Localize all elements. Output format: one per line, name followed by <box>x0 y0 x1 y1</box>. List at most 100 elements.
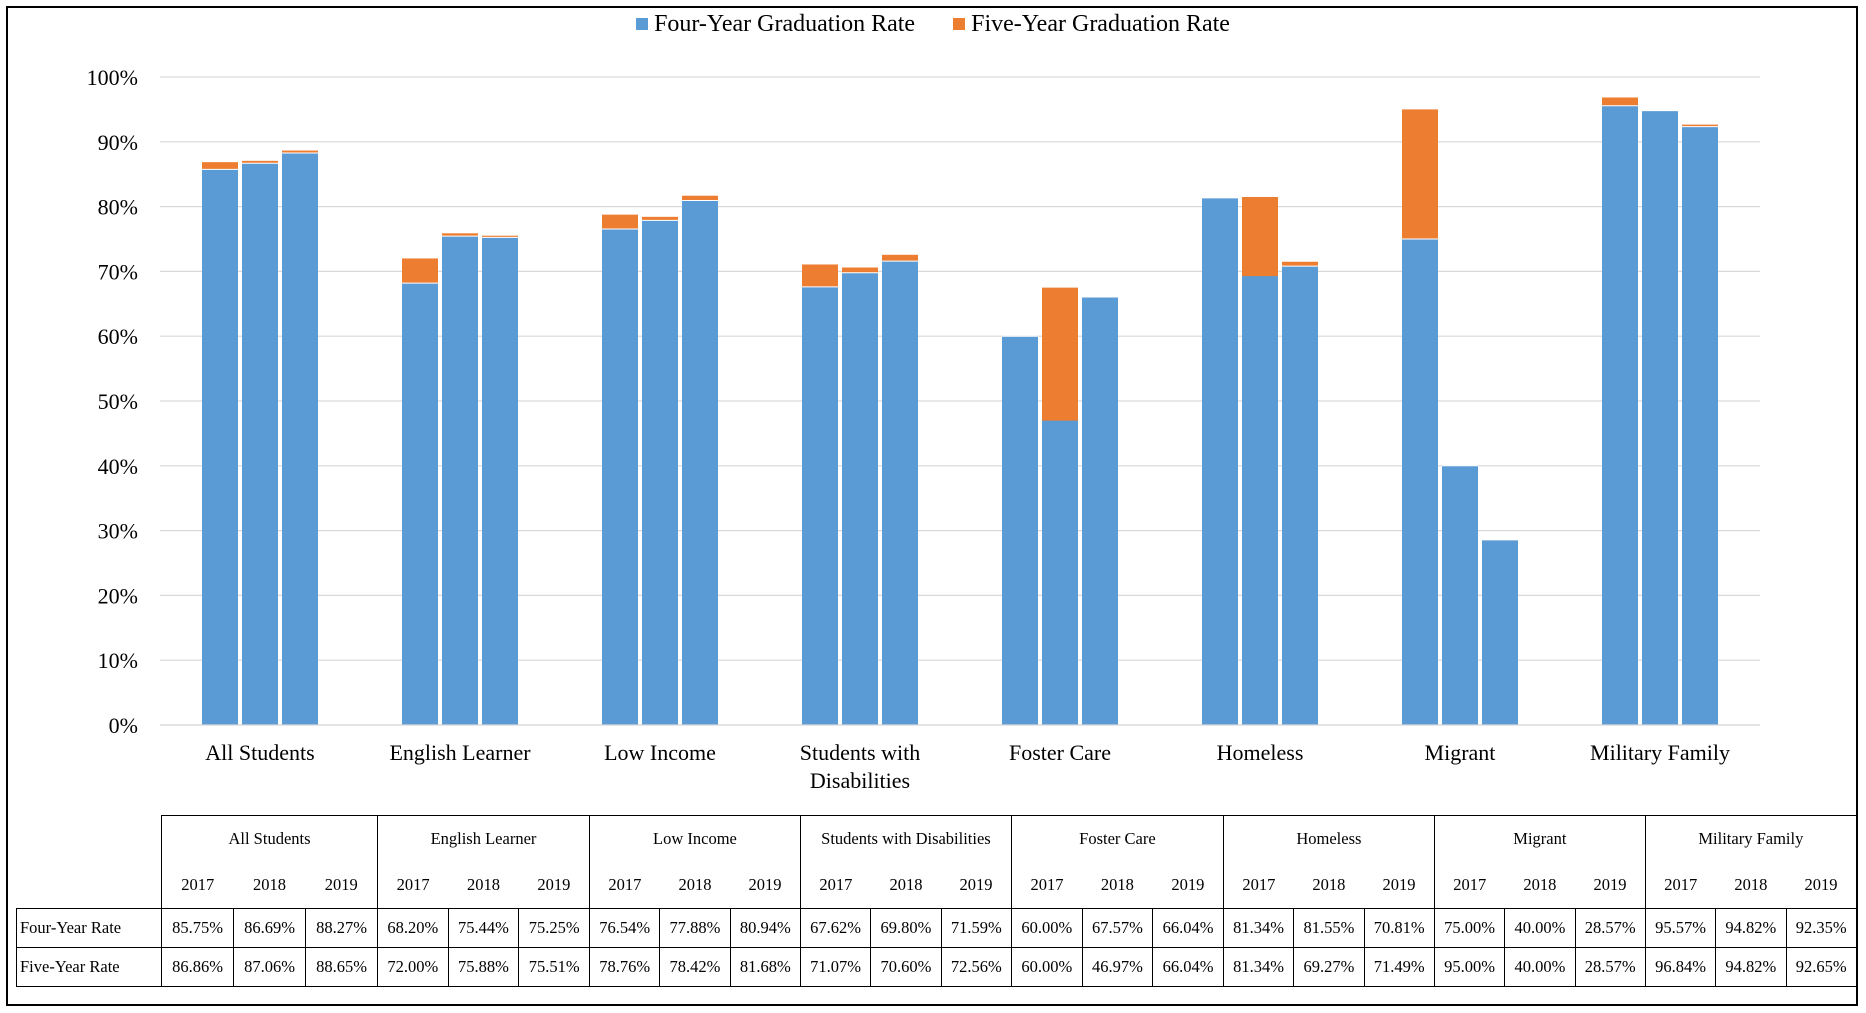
y-tick-label: 40% <box>98 454 138 479</box>
table-row-label: Four-Year Rate <box>16 908 162 948</box>
legend-item-four-year: Four-Year Graduation Rate <box>636 11 915 38</box>
table-cell: 75.51% <box>518 947 590 987</box>
y-tick-label: 100% <box>87 65 138 90</box>
bar-four-year <box>642 220 678 726</box>
table-cell: 67.57% <box>1081 908 1154 948</box>
table-cell: 80.94% <box>729 908 801 948</box>
bar-four-year <box>682 200 718 726</box>
table-cell: 72.56% <box>940 947 1012 987</box>
table-cell: 81.34% <box>1222 947 1295 987</box>
x-category-label: Low Income <box>604 740 716 765</box>
bar-four-year <box>1482 539 1518 725</box>
table-cell: 81.55% <box>1293 908 1365 948</box>
table-cell: 88.65% <box>305 947 378 987</box>
table-year-header-row: 2017 2018 2019 2017 2018 2019 2017 2018 2019 2017… <box>17 862 1857 909</box>
table-cell: 76.54% <box>588 908 661 948</box>
table-row: Four-Year Rate 85.75% 86.69% 88.27% 68.20% 75… <box>16 908 1857 948</box>
table-year-header: 2017 <box>161 862 234 909</box>
bar-five-year <box>802 264 838 287</box>
table-group-header: Foster Care <box>1010 815 1224 862</box>
legend-label-four-year: Four-Year Graduation Rate <box>654 10 916 37</box>
x-category-label: All Students <box>205 740 314 765</box>
y-tick-label: 70% <box>98 259 138 284</box>
table-cell: 28.57% <box>1574 947 1646 987</box>
bar-four-year <box>1402 239 1438 725</box>
bar-four-year <box>1002 336 1038 725</box>
table-cell: 60.00% <box>1010 947 1083 987</box>
table-year-header: 2018 <box>448 862 519 909</box>
table-cell: 71.49% <box>1363 947 1435 987</box>
table-year-header: 2018 <box>233 862 306 909</box>
bar-four-year <box>242 163 278 726</box>
x-category-label: Homeless <box>1217 740 1304 765</box>
table-group-header: Low Income <box>588 815 801 862</box>
table-year-header: 2017 <box>1010 862 1083 909</box>
table-group-header: Military Family <box>1644 815 1857 862</box>
table-year-header: 2017 <box>799 862 871 909</box>
table-cell: 40.00% <box>1504 908 1576 948</box>
bar-five-year <box>1042 287 1078 421</box>
bar-chart: 0% 10% 20% 30% 40% 50% 60% 70% 80% 90% 100% All Stu… <box>87 65 1760 793</box>
table-year-header: 2017 <box>1222 862 1294 909</box>
y-tick-label: 90% <box>98 130 138 155</box>
x-category-label: Migrant <box>1425 740 1496 765</box>
y-tick-label: 60% <box>98 324 138 349</box>
bar-four-year <box>1202 197 1238 725</box>
table-cell: 69.27% <box>1293 947 1365 987</box>
table-year-header: 2018 <box>870 862 942 909</box>
table-year-header: 2018 <box>1293 862 1365 909</box>
table-group-header: Homeless <box>1222 815 1435 862</box>
table-cell: 92.35% <box>1785 908 1857 948</box>
bar-four-year <box>202 169 238 726</box>
table-year-header: 2018 <box>1715 862 1787 909</box>
table-year-header: 2019 <box>518 862 590 909</box>
table-cell: 40.00% <box>1504 947 1576 987</box>
bar-five-year <box>682 195 718 201</box>
bar-five-year <box>882 254 918 262</box>
x-category-label: Students with <box>800 740 920 765</box>
table-year-header: 2019 <box>1364 862 1435 909</box>
table-year-header: 2017 <box>1644 862 1716 909</box>
bar-four-year <box>1682 126 1718 725</box>
bar-five-year <box>1282 261 1318 267</box>
table-group-header-row: All Students English Learner Low Income Stu… <box>17 815 1857 862</box>
bar-four-year <box>482 237 518 725</box>
table-cell: 86.86% <box>161 947 234 987</box>
table-year-header: 2018 <box>1504 862 1576 909</box>
legend: Four-Year Graduation Rate Five-Year Grad… <box>0 10 1866 38</box>
legend-swatch-four-year <box>636 18 649 30</box>
bar-five-year <box>282 150 318 154</box>
table-year-header: 2017 <box>588 862 660 909</box>
bar-four-year <box>282 153 318 726</box>
table-cell: 85.75% <box>161 908 234 948</box>
bar-five-year <box>1402 109 1438 240</box>
table-year-header: 2019 <box>1575 862 1646 909</box>
bar-five-year <box>642 216 678 221</box>
table-group-header: Migrant <box>1433 815 1646 862</box>
table-year-header: 2019 <box>730 862 801 909</box>
x-category-label: Foster Care <box>1009 740 1111 765</box>
y-tick-label: 50% <box>98 389 138 414</box>
x-category-label: Disabilities <box>810 768 910 793</box>
bar-four-year <box>1082 297 1118 725</box>
table-cell: 95.00% <box>1433 947 1506 987</box>
bar-five-year <box>242 160 278 164</box>
table-corner-cell <box>17 862 162 909</box>
table-cell: 70.81% <box>1363 908 1435 948</box>
bar-four-year <box>1642 110 1678 725</box>
legend-item-five-year: Five-Year Graduation Rate <box>953 11 1230 38</box>
table-cell: 86.69% <box>233 908 306 948</box>
y-tick-label: 20% <box>98 583 138 608</box>
y-tick-label: 80% <box>98 195 138 220</box>
bar-five-year <box>202 162 238 170</box>
table-cell: 75.25% <box>518 908 590 948</box>
bar-four-year <box>882 261 918 725</box>
table-year-header: 2019 <box>1786 862 1857 909</box>
table-row: Five-Year Rate 86.86% 87.06% 88.65% 72.00% 75… <box>16 947 1857 987</box>
bar-five-year <box>442 233 478 237</box>
table-year-header: 2018 <box>659 862 731 909</box>
table-year-header: 2018 <box>1082 862 1153 909</box>
bar-four-year <box>842 272 878 725</box>
bar-five-year <box>1682 124 1718 127</box>
legend-label-five-year: Five-Year Graduation Rate <box>971 10 1230 37</box>
